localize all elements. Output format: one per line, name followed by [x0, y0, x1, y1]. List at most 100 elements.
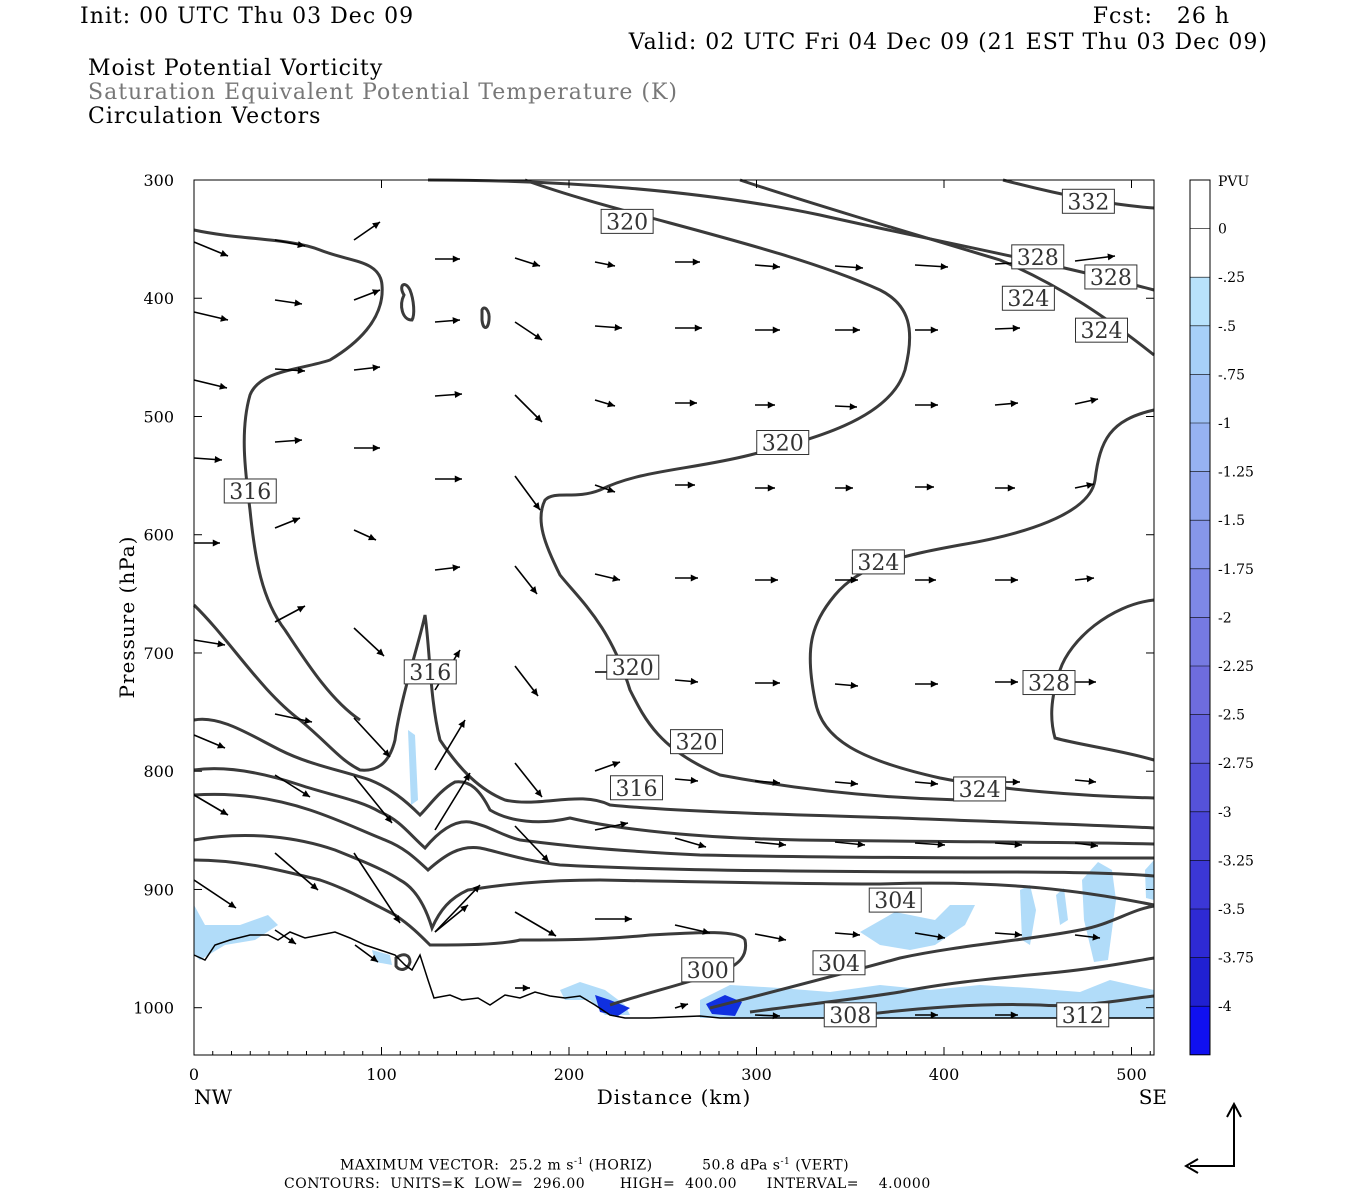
vector-head [294, 299, 302, 307]
vector-head [1090, 397, 1098, 404]
colorbar-label: -4 [1218, 999, 1232, 1015]
contour-field-name: Saturation Equivalent Potential Temperat… [88, 80, 678, 105]
vector-head [624, 915, 632, 923]
vector-head [930, 779, 938, 787]
contour-label-box [1084, 264, 1138, 290]
vector-head [376, 648, 384, 656]
vector-head [1014, 840, 1022, 848]
theta-e-contour-line [192, 603, 1155, 830]
vector-head [228, 901, 236, 908]
contour-label: 312 [1062, 1004, 1104, 1029]
contour-label: 316 [409, 661, 451, 686]
vector-head [220, 808, 228, 815]
vector-head [850, 576, 858, 584]
vector-head [532, 260, 540, 268]
vector-head [1014, 930, 1022, 938]
vector-head [930, 326, 938, 334]
colorbar-swatch [1190, 228, 1210, 278]
contour-label: 324 [1007, 287, 1049, 312]
contour-label-box [812, 950, 866, 976]
contour-label: 324 [1081, 319, 1123, 344]
colorbar-swatch [1190, 957, 1210, 1007]
vector-head [460, 905, 468, 913]
vector-head [930, 680, 938, 688]
contour-label-box [1056, 1002, 1110, 1028]
colorbar-label: -1.25 [1218, 465, 1254, 481]
vector-head [1107, 253, 1115, 261]
theta-e-contour-line [193, 792, 1155, 878]
vector-head [772, 778, 780, 786]
theta-e-contour-line [193, 767, 1155, 860]
vector-head [217, 742, 225, 749]
vector-head [372, 444, 380, 452]
colorbar-label: -2 [1218, 610, 1232, 626]
vector-head [454, 391, 462, 399]
colorbar-title: PVU [1218, 174, 1250, 190]
x-right-end-label: SE [1139, 1085, 1167, 1109]
contour-label-box [953, 776, 1007, 802]
contour-label-box [1022, 670, 1076, 696]
contour-labels: 332 320 328 328 324 324 320 316 324 316 320 328 320 3… [223, 188, 1138, 1029]
vector-head [302, 790, 310, 797]
pv-region [860, 905, 975, 950]
pv-shading [194, 730, 1154, 1018]
x-axis-title: Distance (km) [597, 1085, 752, 1109]
vector-head [612, 761, 620, 768]
vector-head [926, 483, 934, 491]
colorbar-swatch [1190, 617, 1210, 666]
axes: 0 100 200 300 400 500 300 400 500 600 700 800 900 100… [133, 171, 1154, 1084]
theta-e-contour-line [193, 833, 1155, 933]
vector-head [220, 250, 228, 257]
x-tick-label: 200 [554, 1065, 585, 1084]
vector-head [1090, 841, 1098, 849]
vector-head [612, 574, 620, 582]
max-vector-label: MAXIMUM VECTOR: [340, 1157, 500, 1174]
vector-head [297, 367, 305, 374]
horiz-exponent: -1 [573, 1157, 584, 1167]
vector-head [852, 930, 860, 938]
vector-head [452, 317, 460, 325]
colorbar-label: -.75 [1218, 367, 1245, 383]
pv-region [194, 905, 278, 960]
contour-label: 328 [1028, 672, 1070, 697]
vector-head [372, 364, 380, 372]
vector-head [212, 539, 220, 547]
vector-head [1010, 576, 1018, 584]
vector-scale-icon [1184, 1101, 1242, 1174]
contour-label: 328 [1090, 266, 1132, 291]
contour-label-box [681, 957, 735, 983]
plot-frame [193, 179, 1155, 1056]
vector-head [620, 821, 628, 828]
vector-head [772, 1012, 780, 1020]
theta-e-contour-line [400, 283, 416, 322]
colorbar-swatch [1190, 763, 1210, 812]
y-axis-title: Pressure (hPa) [115, 536, 139, 699]
contour-label: 304 [818, 952, 860, 977]
vector-shaft [193, 879, 237, 909]
pv-region [1020, 885, 1036, 945]
contour-label: 300 [687, 959, 729, 984]
vector-shaft [514, 825, 550, 863]
vector-field-name: Circulation Vectors [88, 104, 322, 129]
theta-e-contour-line [193, 717, 1155, 846]
vector-shaft [274, 852, 319, 891]
vector-shaft [434, 772, 471, 831]
vector-head [452, 564, 460, 572]
contour-label-box [1075, 317, 1128, 343]
contour-label: 304 [874, 889, 916, 914]
contour-label: 308 [829, 1004, 871, 1029]
colorbar: 0 -.25 -.5 -.75 -1 -1.25 -1.5 -1.75 -2 -2.25 -2.5 -… [1189, 179, 1254, 1056]
vector-head [532, 502, 540, 510]
field-legend: Moist Potential Vorticity Saturation Equ… [88, 57, 678, 129]
colorbar-swatch [1190, 423, 1210, 472]
vector-head [607, 486, 615, 493]
vector-head [850, 779, 858, 787]
vector-head [453, 650, 460, 658]
vector-shaft [434, 884, 481, 933]
colorbar-swatch [1190, 471, 1210, 521]
shaded-field-name: Moist Potential Vorticity [88, 56, 384, 81]
x-tick-label: 400 [929, 1065, 960, 1084]
vector-head [384, 815, 392, 823]
colorbar-label: -.5 [1218, 319, 1236, 335]
vector-head [607, 261, 615, 268]
